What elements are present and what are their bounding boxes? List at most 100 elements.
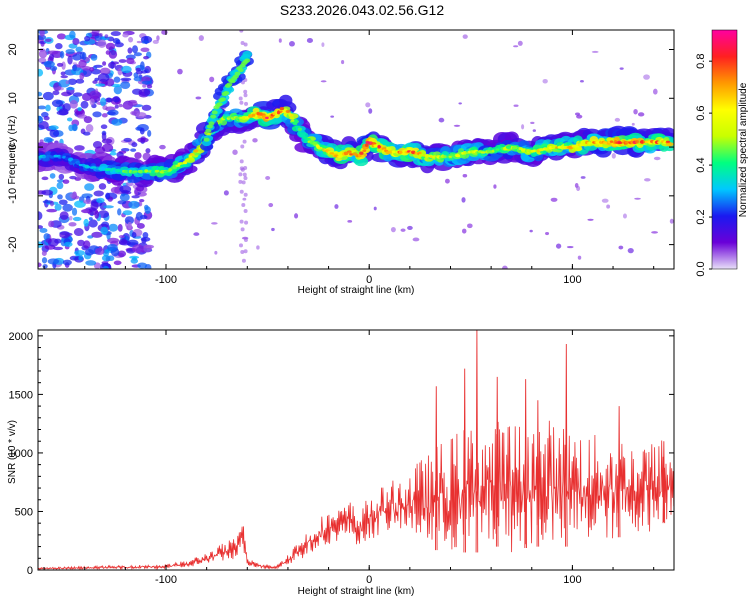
- noise-speck: [159, 144, 166, 150]
- noise-speck: [138, 88, 151, 97]
- ridge-point: [154, 169, 160, 173]
- ridge-point: [391, 150, 396, 154]
- noise-speck: [38, 211, 43, 221]
- noise-speck: [119, 193, 130, 202]
- noise-speck: [545, 232, 550, 236]
- ridge-point: [359, 151, 364, 155]
- figure-title: S233.2026.043.02.56.G12: [280, 2, 444, 18]
- noise-speck: [122, 33, 129, 38]
- noise-speck: [48, 220, 55, 228]
- noise-speck: [577, 255, 582, 260]
- noise-speck: [100, 124, 108, 130]
- noise-speck: [143, 55, 149, 60]
- y-tick-label: -20: [7, 237, 19, 253]
- branch-point: [229, 79, 236, 84]
- noise-speck: [98, 183, 107, 190]
- noise-speck: [66, 117, 73, 122]
- noise-speck: [48, 125, 59, 130]
- noise-speck: [306, 37, 313, 43]
- colorbar-tick-label: 0.8: [695, 54, 707, 69]
- noise-speck: [532, 129, 536, 132]
- noise-speck: [144, 204, 149, 211]
- noise-speck: [59, 231, 70, 239]
- noise-speck: [140, 76, 151, 83]
- noise-speck: [513, 104, 519, 107]
- noise-speck: [240, 40, 245, 45]
- noise-speck: [113, 76, 121, 83]
- noise-speck: [38, 49, 48, 59]
- noise-speck: [238, 243, 243, 248]
- noise-speck: [156, 35, 160, 41]
- x-tick-label: -100: [155, 274, 177, 286]
- noise-speck: [566, 245, 574, 249]
- noise-speck: [127, 47, 133, 54]
- noise-speck: [100, 226, 109, 235]
- noise-speck: [122, 210, 133, 216]
- noise-speck: [67, 55, 73, 65]
- ridge-point: [227, 115, 232, 119]
- noise-speck: [152, 39, 159, 44]
- noise-speck: [521, 124, 525, 130]
- noise-speck: [244, 220, 249, 225]
- noise-speck: [69, 30, 76, 39]
- noise-speck: [117, 223, 123, 232]
- noise-speck: [68, 215, 73, 221]
- ridge-point: [665, 140, 670, 143]
- noise-speck: [62, 103, 71, 112]
- noise-speck: [118, 234, 125, 239]
- noise-speck: [631, 122, 635, 126]
- noise-speck: [62, 259, 72, 266]
- noise-speck: [643, 74, 650, 80]
- ridge-point: [418, 153, 424, 157]
- noise-speck: [43, 60, 55, 68]
- noise-speck: [85, 124, 94, 133]
- noise-speck: [330, 115, 335, 118]
- noise-speck: [78, 59, 87, 68]
- noise-speck: [54, 203, 62, 211]
- x-tick-label: 100: [563, 274, 581, 286]
- noise-speck: [289, 41, 295, 47]
- noise-speck: [75, 46, 83, 53]
- ridge-point: [579, 143, 585, 147]
- noise-speck: [38, 105, 47, 110]
- noise-speck: [101, 113, 108, 118]
- ridge-point: [297, 127, 303, 131]
- noise-speck: [118, 239, 128, 245]
- noise-speck: [347, 220, 353, 223]
- noise-speck: [82, 208, 90, 213]
- noise-speck: [47, 50, 59, 55]
- noise-speck: [240, 144, 245, 149]
- noise-speck: [146, 84, 153, 89]
- noise-speck: [142, 231, 149, 239]
- noise-speck: [239, 219, 244, 224]
- noise-speck: [102, 266, 109, 269]
- branch-point: [203, 137, 210, 142]
- noise-speck: [108, 223, 119, 232]
- noise-speck: [137, 124, 149, 132]
- noise-speck: [390, 226, 396, 233]
- noise-speck: [105, 192, 111, 200]
- ridge-point: [53, 154, 59, 158]
- noise-speck: [601, 198, 609, 203]
- ridge-point: [462, 150, 467, 155]
- noise-speck: [239, 30, 244, 33]
- noise-speck: [94, 77, 99, 82]
- noise-speck: [89, 67, 95, 72]
- noise-speck: [407, 225, 413, 230]
- snr-peak: [434, 386, 438, 551]
- colorbar-tick-label: 0.0: [695, 261, 707, 276]
- noise-speck: [83, 116, 93, 124]
- ridge-point: [159, 169, 165, 174]
- noise-speck: [550, 197, 558, 202]
- noise-speck: [321, 42, 325, 47]
- noise-speck: [241, 258, 246, 263]
- noise-speck: [634, 197, 641, 200]
- noise-speck: [55, 43, 63, 50]
- branch-point: [216, 102, 223, 107]
- branch-point: [211, 110, 218, 115]
- noise-speck: [365, 102, 371, 108]
- noise-speck: [52, 246, 64, 251]
- noise-speck: [76, 114, 88, 119]
